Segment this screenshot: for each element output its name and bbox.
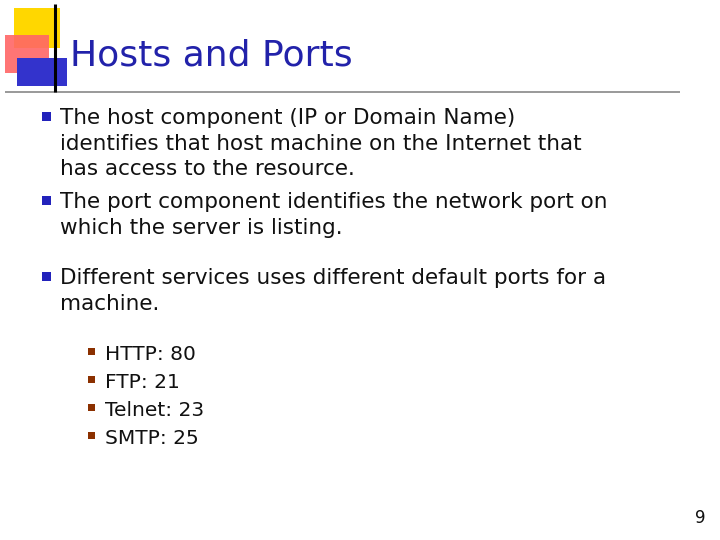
- Bar: [17, 58, 67, 86]
- Text: HTTP: 80: HTTP: 80: [105, 345, 196, 364]
- Bar: [88, 348, 95, 355]
- Text: 9: 9: [696, 509, 706, 527]
- Text: Telnet: 23: Telnet: 23: [105, 401, 204, 420]
- Text: Hosts and Ports: Hosts and Ports: [70, 38, 353, 72]
- Bar: [42, 272, 51, 281]
- Bar: [88, 432, 95, 439]
- Text: FTP: 21: FTP: 21: [105, 373, 180, 392]
- Text: The host component (IP or Domain Name)
identifies that host machine on the Inter: The host component (IP or Domain Name) i…: [60, 108, 582, 179]
- Bar: [88, 404, 95, 411]
- Bar: [42, 196, 51, 205]
- Bar: [42, 112, 51, 121]
- Bar: [5, 35, 49, 73]
- Text: Different services uses different default ports for a
machine.: Different services uses different defaul…: [60, 268, 606, 314]
- Bar: [88, 376, 95, 383]
- Text: The port component identifies the network port on
which the server is listing.: The port component identifies the networ…: [60, 192, 608, 238]
- Text: SMTP: 25: SMTP: 25: [105, 429, 199, 448]
- Bar: [14, 8, 60, 48]
